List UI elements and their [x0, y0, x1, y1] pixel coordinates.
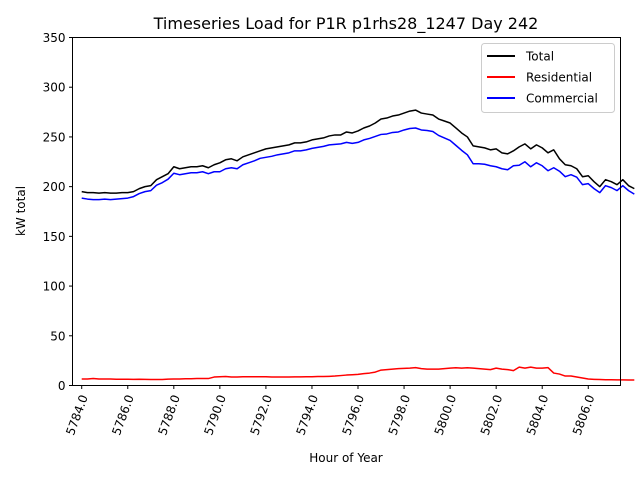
legend-box	[481, 43, 615, 113]
plot-frame	[72, 37, 621, 386]
series-line-total	[81, 109, 635, 194]
chart-title: Timeseries Load for P1R p1rhs28_1247 Day…	[153, 14, 539, 34]
y-tick-label: 50	[50, 329, 65, 343]
legend: Total Residential Commercial	[481, 43, 615, 113]
y-ticks: 0 50 100 150 200 250 300 350	[43, 31, 73, 393]
series-line-commercial	[81, 127, 635, 201]
y-axis-label: kW total	[14, 186, 28, 236]
x-axis-label: Hour of Year	[309, 451, 383, 465]
series-layer	[81, 109, 635, 381]
y-tick-label: 250	[43, 130, 66, 144]
y-tick-label: 300	[43, 81, 66, 95]
series-line-residential	[81, 366, 635, 381]
legend-label-total: Total	[525, 50, 554, 64]
y-tick-label: 0	[58, 379, 66, 393]
y-tick-label: 150	[43, 230, 66, 244]
y-tick-label: 200	[43, 180, 66, 194]
legend-label-commercial: Commercial	[526, 92, 598, 106]
y-tick-label: 350	[43, 31, 66, 45]
y-tick-label: 100	[43, 280, 66, 294]
legend-label-residential: Residential	[526, 71, 592, 85]
